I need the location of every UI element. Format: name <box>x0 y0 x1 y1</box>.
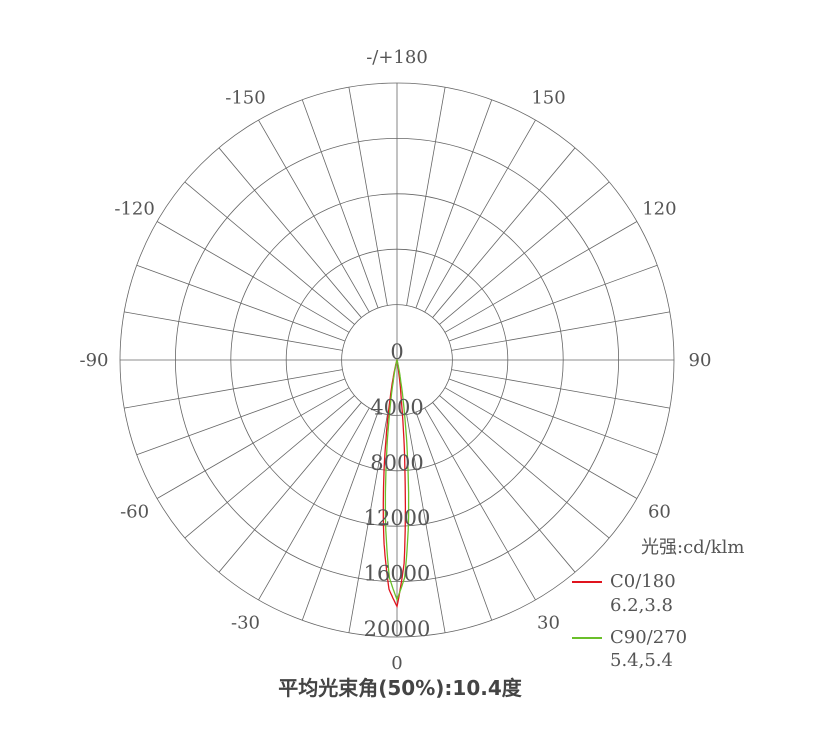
grid-spoke <box>348 87 388 306</box>
angle-tick-label: 150 <box>531 88 565 109</box>
radial-tick-label: 12000 <box>364 506 431 530</box>
radial-tick-label: 20000 <box>364 617 431 641</box>
legend-label-c0: C0/180 <box>610 571 676 592</box>
radial-tick-label: 0 <box>390 340 403 364</box>
grid-spoke <box>124 369 343 409</box>
grid-spoke <box>424 119 536 313</box>
grid-spoke <box>258 407 370 601</box>
grid-spoke <box>451 369 670 409</box>
polar-grid <box>119 82 675 638</box>
grid-spoke <box>258 119 370 313</box>
legend: C0/180 6.2,3.8 C90/270 5.4,5.4 <box>572 571 687 671</box>
grid-spoke <box>406 414 446 633</box>
radial-tick-label: 8000 <box>370 451 423 475</box>
angle-tick-label: -90 <box>80 350 109 371</box>
legend-beam-c90: 5.4,5.4 <box>610 650 673 671</box>
grid-spoke <box>301 99 379 309</box>
angle-tick-label: 120 <box>642 199 676 220</box>
grid-spoke <box>424 407 536 601</box>
angle-tick-label: 60 <box>648 502 671 523</box>
grid-spoke <box>156 221 350 333</box>
grid-spoke <box>184 181 355 325</box>
grid-spoke <box>406 87 446 306</box>
grid-spoke <box>124 311 343 351</box>
radial-tick-label: 16000 <box>364 562 431 586</box>
angle-tick-label: 0 <box>391 653 402 674</box>
angle-tick-label: -60 <box>120 502 149 523</box>
grid-spoke <box>444 221 638 333</box>
angle-tick-label: -30 <box>231 612 260 633</box>
grid-spoke <box>415 99 493 309</box>
angle-tick-label: 90 <box>689 350 712 371</box>
angle-tick-label: -150 <box>225 88 265 109</box>
grid-spoke <box>136 264 346 342</box>
grid-spoke <box>136 378 346 456</box>
axis-labels: 0 4000 8000 12000 16000 20000 -/+180 150 -150 120… <box>80 47 712 674</box>
grid-spoke <box>432 147 576 318</box>
grid-spoke <box>218 402 362 573</box>
radial-tick-label: 4000 <box>370 395 423 419</box>
grid-spoke <box>448 264 658 342</box>
legend-beam-c0: 6.2,3.8 <box>610 595 673 616</box>
grid-spoke <box>448 378 658 456</box>
angle-tick-label: 30 <box>537 612 560 633</box>
angle-tick-label: -/+180 <box>366 47 428 68</box>
grid-spoke <box>348 414 388 633</box>
grid-spoke <box>432 402 576 573</box>
chart-title: 平均光束角(50%):10.4度 <box>278 676 522 700</box>
angle-tick-label: -120 <box>114 199 154 220</box>
grid-spoke <box>439 395 610 539</box>
grid-spoke <box>301 411 379 621</box>
unit-label: 光强:cd/klm <box>641 537 744 558</box>
legend-label-c90: C90/270 <box>610 627 687 648</box>
series-curve-1 <box>384 357 410 602</box>
intensity-curves <box>382 357 410 609</box>
grid-spoke <box>415 411 493 621</box>
grid-spoke <box>156 387 350 499</box>
grid-spoke <box>444 387 638 499</box>
grid-spoke <box>218 147 362 318</box>
grid-spoke <box>184 395 355 539</box>
grid-spoke <box>451 311 670 351</box>
grid-spoke <box>439 181 610 325</box>
